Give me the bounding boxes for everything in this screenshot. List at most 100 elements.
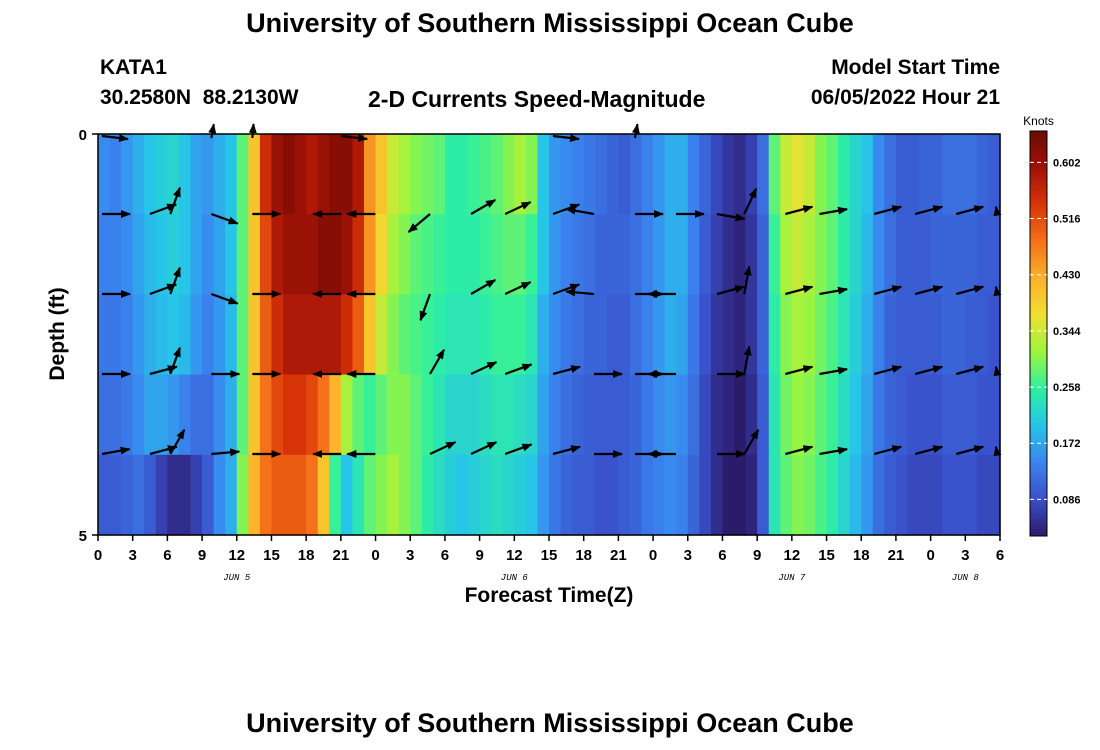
heatmap-cell xyxy=(676,294,689,376)
heatmap-cell xyxy=(803,294,816,376)
heatmap-cell xyxy=(421,214,434,295)
heatmap-cell xyxy=(398,374,411,456)
colorbar-tick-label: 0.602 xyxy=(1053,157,1081,169)
x-tick-label: 18 xyxy=(575,547,592,564)
heatmap-cell xyxy=(687,374,700,456)
heatmap-cell xyxy=(629,454,643,536)
heatmap-cell xyxy=(283,294,296,376)
heatmap-cell xyxy=(722,134,735,215)
heatmap-cell xyxy=(826,294,839,376)
current-vector xyxy=(504,363,533,376)
colorbar-swatch xyxy=(1030,262,1047,267)
heatmap-cell xyxy=(109,214,122,295)
heatmap-cell xyxy=(202,134,215,215)
colorbar-swatch xyxy=(1030,360,1047,365)
x-tick-label: 6 xyxy=(718,547,726,564)
x-tick-label: 6 xyxy=(996,547,1004,564)
heatmap-cell xyxy=(178,294,192,376)
heatmap-cell xyxy=(722,454,735,536)
colorbar-swatch xyxy=(1030,424,1047,429)
heatmap-cell xyxy=(340,134,354,215)
heatmap-cell xyxy=(98,374,111,456)
current-vector xyxy=(552,445,582,456)
heatmap-cell xyxy=(178,374,192,456)
x-tick-label: 12 xyxy=(784,547,801,564)
heatmap-cell xyxy=(618,214,631,295)
heatmap-cell xyxy=(456,294,469,376)
heatmap-cell xyxy=(259,294,273,376)
y-tick-label: 5 xyxy=(79,528,87,545)
heatmap-cell xyxy=(468,134,481,215)
heatmap-cell xyxy=(190,134,203,215)
colorbar-swatch xyxy=(1030,276,1047,280)
heatmap-cell xyxy=(687,454,700,536)
x-tick-label: 21 xyxy=(333,547,350,564)
current-vector xyxy=(169,186,181,215)
heatmap-cell xyxy=(884,214,897,295)
current-vector xyxy=(210,212,239,225)
heatmap-cell xyxy=(433,374,446,456)
heatmap-cell xyxy=(317,134,330,215)
colorbar-swatch xyxy=(1030,407,1047,412)
date-label: JUN 6 xyxy=(501,573,529,583)
current-vector xyxy=(873,445,903,456)
colorbar-swatch xyxy=(1030,245,1047,250)
colorbar-swatch xyxy=(1030,259,1047,264)
heatmap-cell xyxy=(525,134,539,215)
colorbar-swatch xyxy=(1030,471,1047,476)
colorbar-swatch xyxy=(1030,131,1047,135)
current-vector xyxy=(819,446,849,456)
heatmap-cell xyxy=(942,294,955,376)
x-tick-label: 21 xyxy=(888,547,905,564)
heatmap-cell xyxy=(930,374,943,456)
model-start-label: Model Start Time xyxy=(831,56,1000,79)
colorbar-swatch xyxy=(1030,434,1047,439)
heatmap-cell xyxy=(791,374,805,456)
heatmap-cell xyxy=(838,214,851,295)
colorbar-swatch xyxy=(1030,137,1047,142)
heatmap-cell xyxy=(618,454,631,536)
heatmap-cell xyxy=(225,294,238,376)
heatmap-cell xyxy=(387,294,400,376)
heatmap-cell xyxy=(710,454,724,536)
colorbar-swatch xyxy=(1030,353,1047,358)
current-vector xyxy=(341,133,369,142)
heatmap-cell xyxy=(734,134,747,215)
heatmap-cell xyxy=(306,454,319,536)
heatmap-cell xyxy=(248,374,261,456)
heatmap-cell xyxy=(849,454,862,536)
heatmap-cell xyxy=(259,134,273,215)
heatmap-cell xyxy=(861,454,874,536)
colorbar-swatch xyxy=(1030,313,1047,318)
heatmap-cell xyxy=(144,134,157,215)
heatmap-cell xyxy=(653,374,666,456)
heatmap-cell xyxy=(213,214,226,295)
heatmap-cell xyxy=(572,294,585,376)
x-tick-label: 3 xyxy=(961,547,969,564)
colorbar-swatch xyxy=(1030,397,1047,402)
heatmap-cell xyxy=(363,374,377,456)
heatmap-cell xyxy=(352,374,365,456)
heatmap-cell xyxy=(537,134,550,215)
heatmap-cell xyxy=(549,214,562,295)
heatmap-cell xyxy=(953,134,966,215)
heatmap-cell xyxy=(849,134,862,215)
heatmap-cell xyxy=(121,374,134,456)
heatmap-cell xyxy=(710,294,724,376)
heatmap-cell xyxy=(479,294,492,376)
date-label: JUN 8 xyxy=(952,573,980,583)
date-label: JUN 7 xyxy=(778,573,806,583)
colorbar-swatch xyxy=(1030,505,1047,510)
x-tick-label: 12 xyxy=(506,547,523,564)
heatmap-cell xyxy=(641,214,654,295)
current-vector xyxy=(419,293,432,322)
heatmap-cell xyxy=(190,374,203,456)
colorbar-swatch xyxy=(1030,174,1047,179)
current-vector xyxy=(716,212,746,222)
heatmap-cell xyxy=(699,454,712,536)
date-label: JUN 5 xyxy=(223,573,251,583)
colorbar-swatch xyxy=(1030,191,1047,196)
heatmap-cell xyxy=(791,134,805,215)
heatmap-cell xyxy=(306,134,319,215)
heatmap-cell xyxy=(387,214,400,295)
